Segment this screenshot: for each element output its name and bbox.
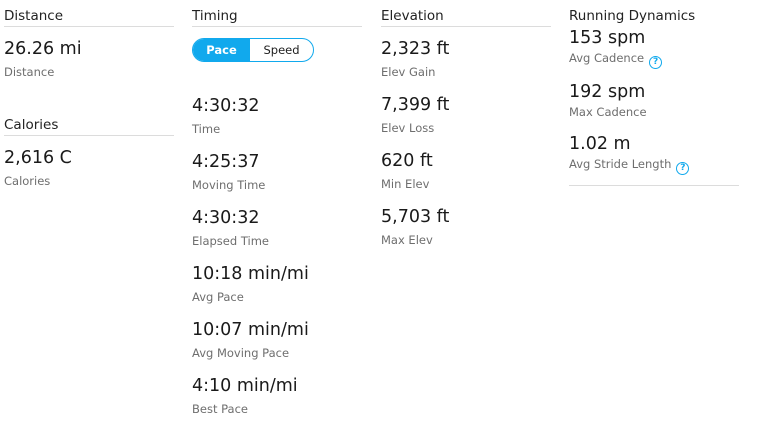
stat-label-text: Avg Stride Length	[569, 157, 672, 171]
elevation-stat-label: Min Elev	[381, 176, 429, 192]
stat-label-text: Max Cadence	[569, 105, 647, 119]
elevation-stat-value: 5,703 ft	[381, 207, 450, 227]
running-dynamics-stat-value: 192 spm	[569, 82, 646, 102]
stat-label-text: Avg Moving Pace	[192, 346, 290, 360]
stat-label-text: Elapsed Time	[192, 234, 269, 248]
stat-label-text: Max Elev	[381, 233, 433, 247]
running-dynamics-stat-value: 153 spm	[569, 28, 646, 48]
timing-stat-value: 4:30:32	[192, 208, 260, 228]
running-dynamics-stat-label: Avg Cadence?	[569, 50, 663, 69]
divider	[381, 26, 551, 27]
running-dynamics-stat-label: Max Cadence	[569, 104, 647, 120]
help-icon[interactable]: ?	[649, 56, 663, 69]
help-icon[interactable]: ?	[676, 162, 690, 175]
stat-label-text: Elev Gain	[381, 65, 436, 79]
timing-stat-label: Avg Pace	[192, 289, 244, 305]
timing-stat-value: 4:10 min/mi	[192, 376, 298, 396]
divider	[4, 135, 174, 136]
timing-heading: Timing	[192, 8, 238, 24]
timing-stat-label: Best Pace	[192, 401, 248, 417]
running-dynamics-stat-value: 1.02 m	[569, 134, 631, 154]
distance-label: Distance	[4, 65, 55, 79]
running-dynamics-heading: Running Dynamics	[569, 8, 696, 24]
speed-option[interactable]: Speed	[263, 43, 300, 57]
calories-label: Calories	[4, 174, 51, 188]
stat-label-text: Min Elev	[381, 177, 430, 191]
distance-value: 26.26 mi	[4, 39, 82, 59]
elevation-stat-label: Max Elev	[381, 232, 433, 248]
elevation-stat-value: 620 ft	[381, 151, 433, 171]
elevation-stat-value: 7,399 ft	[381, 95, 450, 115]
stat-label-text: Moving Time	[192, 178, 266, 192]
calories-value: 2,616 C	[4, 148, 72, 168]
divider	[569, 185, 739, 186]
stat-label-text: Best Pace	[192, 402, 248, 416]
stat-label-text: Time	[192, 122, 221, 136]
stat-label-text: Avg Cadence	[569, 51, 645, 65]
stat-label-text: Avg Pace	[192, 290, 244, 304]
elevation-stat-value: 2,323 ft	[381, 39, 450, 59]
timing-stat-label: Avg Moving Pace	[192, 345, 289, 361]
pace-option[interactable]: Pace	[193, 39, 250, 61]
calories-heading: Calories	[4, 117, 59, 133]
distance-heading: Distance	[4, 8, 64, 24]
elevation-heading: Elevation	[381, 8, 444, 24]
running-dynamics-stat-label: Avg Stride Length?	[569, 156, 690, 175]
elevation-stat-label: Elev Loss	[381, 120, 434, 136]
divider	[192, 26, 362, 27]
timing-stat-value: 4:25:37	[192, 152, 260, 172]
stat-label-text: Elev Loss	[381, 121, 435, 135]
pace-speed-toggle[interactable]: Pace Speed	[192, 38, 314, 62]
divider	[4, 26, 174, 27]
timing-stat-value: 4:30:32	[192, 96, 260, 116]
timing-stat-value: 10:07 min/mi	[192, 320, 309, 340]
timing-stat-label: Elapsed Time	[192, 233, 269, 249]
timing-stat-value: 10:18 min/mi	[192, 264, 309, 284]
timing-stat-label: Time	[192, 121, 220, 137]
timing-stat-label: Moving Time	[192, 177, 265, 193]
elevation-stat-label: Elev Gain	[381, 64, 435, 80]
